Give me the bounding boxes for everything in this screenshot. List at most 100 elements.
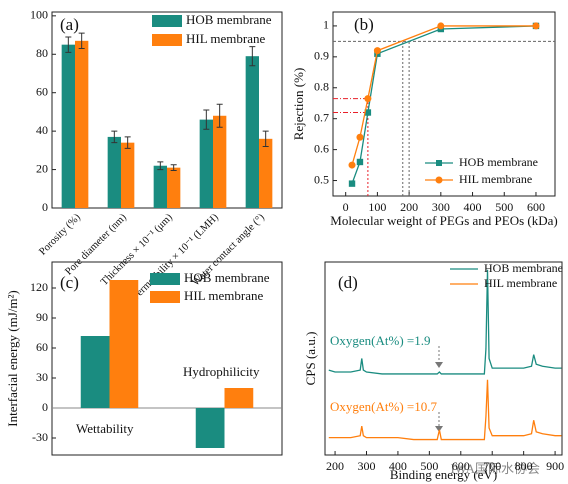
error-bar [124,136,131,149]
bar [167,167,181,208]
marker [364,95,372,103]
legend-marker [435,176,443,184]
annotation: Oxygen(At%) =10.7 [330,399,437,414]
bar [80,336,110,408]
x-tick-label: 400 [464,200,482,214]
y-tick-label: 120 [30,280,48,294]
legend-swatch [150,273,180,285]
watermark: IWA国际水协会 [450,461,540,476]
error-bar [65,36,72,53]
marker [348,180,356,187]
series-line [351,25,536,184]
x-tick-label: Porosity (%) [37,212,83,258]
x-axis-label: Molecular weight of PEGs and PEOs (kDa) [330,213,557,228]
x-tick-label: 900 [546,459,564,473]
x-tick-label: 800 [515,459,533,473]
error-bar [216,103,223,128]
y-tick-label: 80 [36,46,48,60]
legend-label: HOB membrane [186,12,272,27]
x-tick-label: 200 [326,459,344,473]
x-tick-label: 500 [495,200,513,214]
bar [259,138,273,208]
series-line [328,379,562,441]
legend-label: HIL membrane [184,288,264,303]
x-tick-label: 700 [483,459,501,473]
panel-label: (a) [60,15,79,34]
bar [245,56,259,209]
x-tick-label: 600 [527,200,545,214]
legend-label: HIL membrane [484,276,557,290]
y-tick-label: -30 [32,430,48,444]
y-tick-label: 0.9 [314,49,329,63]
x-tick-label: 200 [400,200,418,214]
error-bar [262,130,269,148]
y-axis-label: Rejection (%) [291,68,306,141]
legend-label: HOB membrane [484,261,563,275]
error-bar [249,46,256,67]
y-tick-label: 0.8 [314,80,329,94]
legend-label: HOB membrane [459,155,538,169]
marker [532,22,540,30]
bar [121,142,135,208]
y-tick-label: 20 [36,161,48,175]
y-tick-label: 0.7 [314,110,329,124]
y-tick-label: 0 [42,200,48,214]
y-axis-label: CPS (a.u.) [303,332,318,386]
x-tick-label: 600 [452,459,470,473]
bar [61,44,75,208]
marker [373,47,381,55]
panel-label: (c) [60,273,79,292]
legend-label: HIL membrane [186,31,266,46]
bar [109,280,139,408]
x-tick-label: 400 [389,459,407,473]
bar [213,115,227,208]
y-tick-label: 100 [30,8,48,22]
x-tick-label: 300 [432,200,450,214]
error-bar [203,109,210,130]
marker [364,109,372,116]
y-tick-label: 0.6 [314,141,329,155]
x-tick-label: 500 [420,459,438,473]
plot-frame [324,261,563,456]
series-line [328,269,562,375]
legend-label: HOB membrane [184,270,270,285]
bar [199,119,213,208]
y-tick-label: 90 [36,310,48,324]
y-tick-label: 60 [36,340,48,354]
marker [356,133,364,141]
series-line [351,25,536,166]
annotation: Wettability [76,421,134,436]
annotation: Hydrophilicity [183,364,260,379]
y-tick-label: 30 [36,370,48,384]
annotation: Oxygen(At%) =1.9 [330,333,430,348]
legend-swatch [150,291,180,303]
error-bar [170,164,177,172]
bar [195,408,225,448]
arrow-head [435,362,443,368]
y-axis-label: Interfacial energy (mJ/m²) [5,290,20,427]
legend-label: HIL membrane [459,172,532,186]
y-tick-label: 0 [42,400,48,414]
x-tick-label: 100 [368,200,386,214]
bar [75,40,89,208]
error-bar [157,161,164,171]
y-tick-label: 60 [36,84,48,98]
marker [348,161,356,169]
panel-label: (d) [338,273,358,292]
x-axis-label: Binding energy (eV) [390,467,497,482]
error-bar [78,32,85,50]
plot-frame [51,261,283,456]
marker [356,158,364,166]
legend-swatch [152,34,182,46]
marker [437,22,445,30]
bar [153,165,167,208]
arrow-head [435,426,443,432]
x-tick-label: 0 [343,200,349,214]
legend-swatch [152,15,182,27]
bar [107,136,121,208]
plot-frame [332,11,556,197]
bar [224,388,254,408]
arrow-heads [435,362,443,432]
error-bar [111,130,118,144]
